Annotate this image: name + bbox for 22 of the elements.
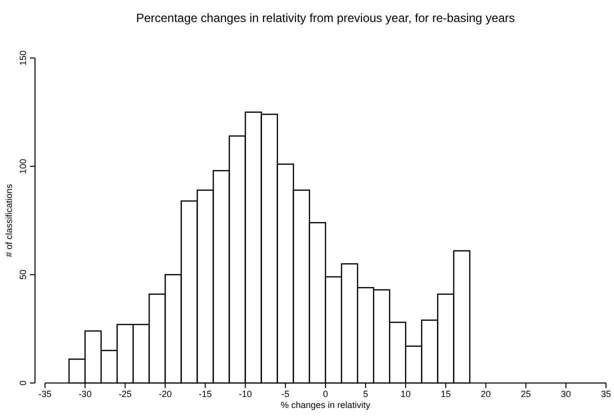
x-tick-label: 30 — [560, 389, 571, 399]
x-tick-label: -20 — [158, 389, 172, 399]
x-tick-label: 15 — [440, 389, 451, 399]
y-axis-title: # of classifications — [4, 183, 14, 258]
y-tick-label: 50 — [18, 270, 28, 280]
x-tick-label: -35 — [38, 389, 52, 399]
chart-title: Percentage changes in relativity from previous year, for re-basing years — [136, 11, 515, 25]
x-tick-label: 10 — [400, 389, 411, 399]
x-tick-label: 20 — [480, 389, 491, 399]
x-tick-label: 25 — [520, 389, 531, 399]
x-axis-title: % changes in relativity — [280, 400, 371, 410]
x-tick-label: 35 — [600, 389, 612, 399]
x-tick-label: -15 — [198, 389, 212, 399]
x-tick-label: 0 — [322, 389, 328, 399]
x-tick-label: -10 — [238, 389, 252, 399]
y-tick-label: 0 — [18, 380, 28, 386]
x-tick-label: -25 — [118, 389, 132, 399]
y-tick-label: 150 — [18, 50, 28, 66]
x-tick-label: 5 — [363, 389, 368, 399]
y-tick-label: 100 — [18, 158, 28, 174]
x-tick-label: -30 — [78, 389, 92, 399]
x-tick-label: -5 — [281, 389, 290, 399]
